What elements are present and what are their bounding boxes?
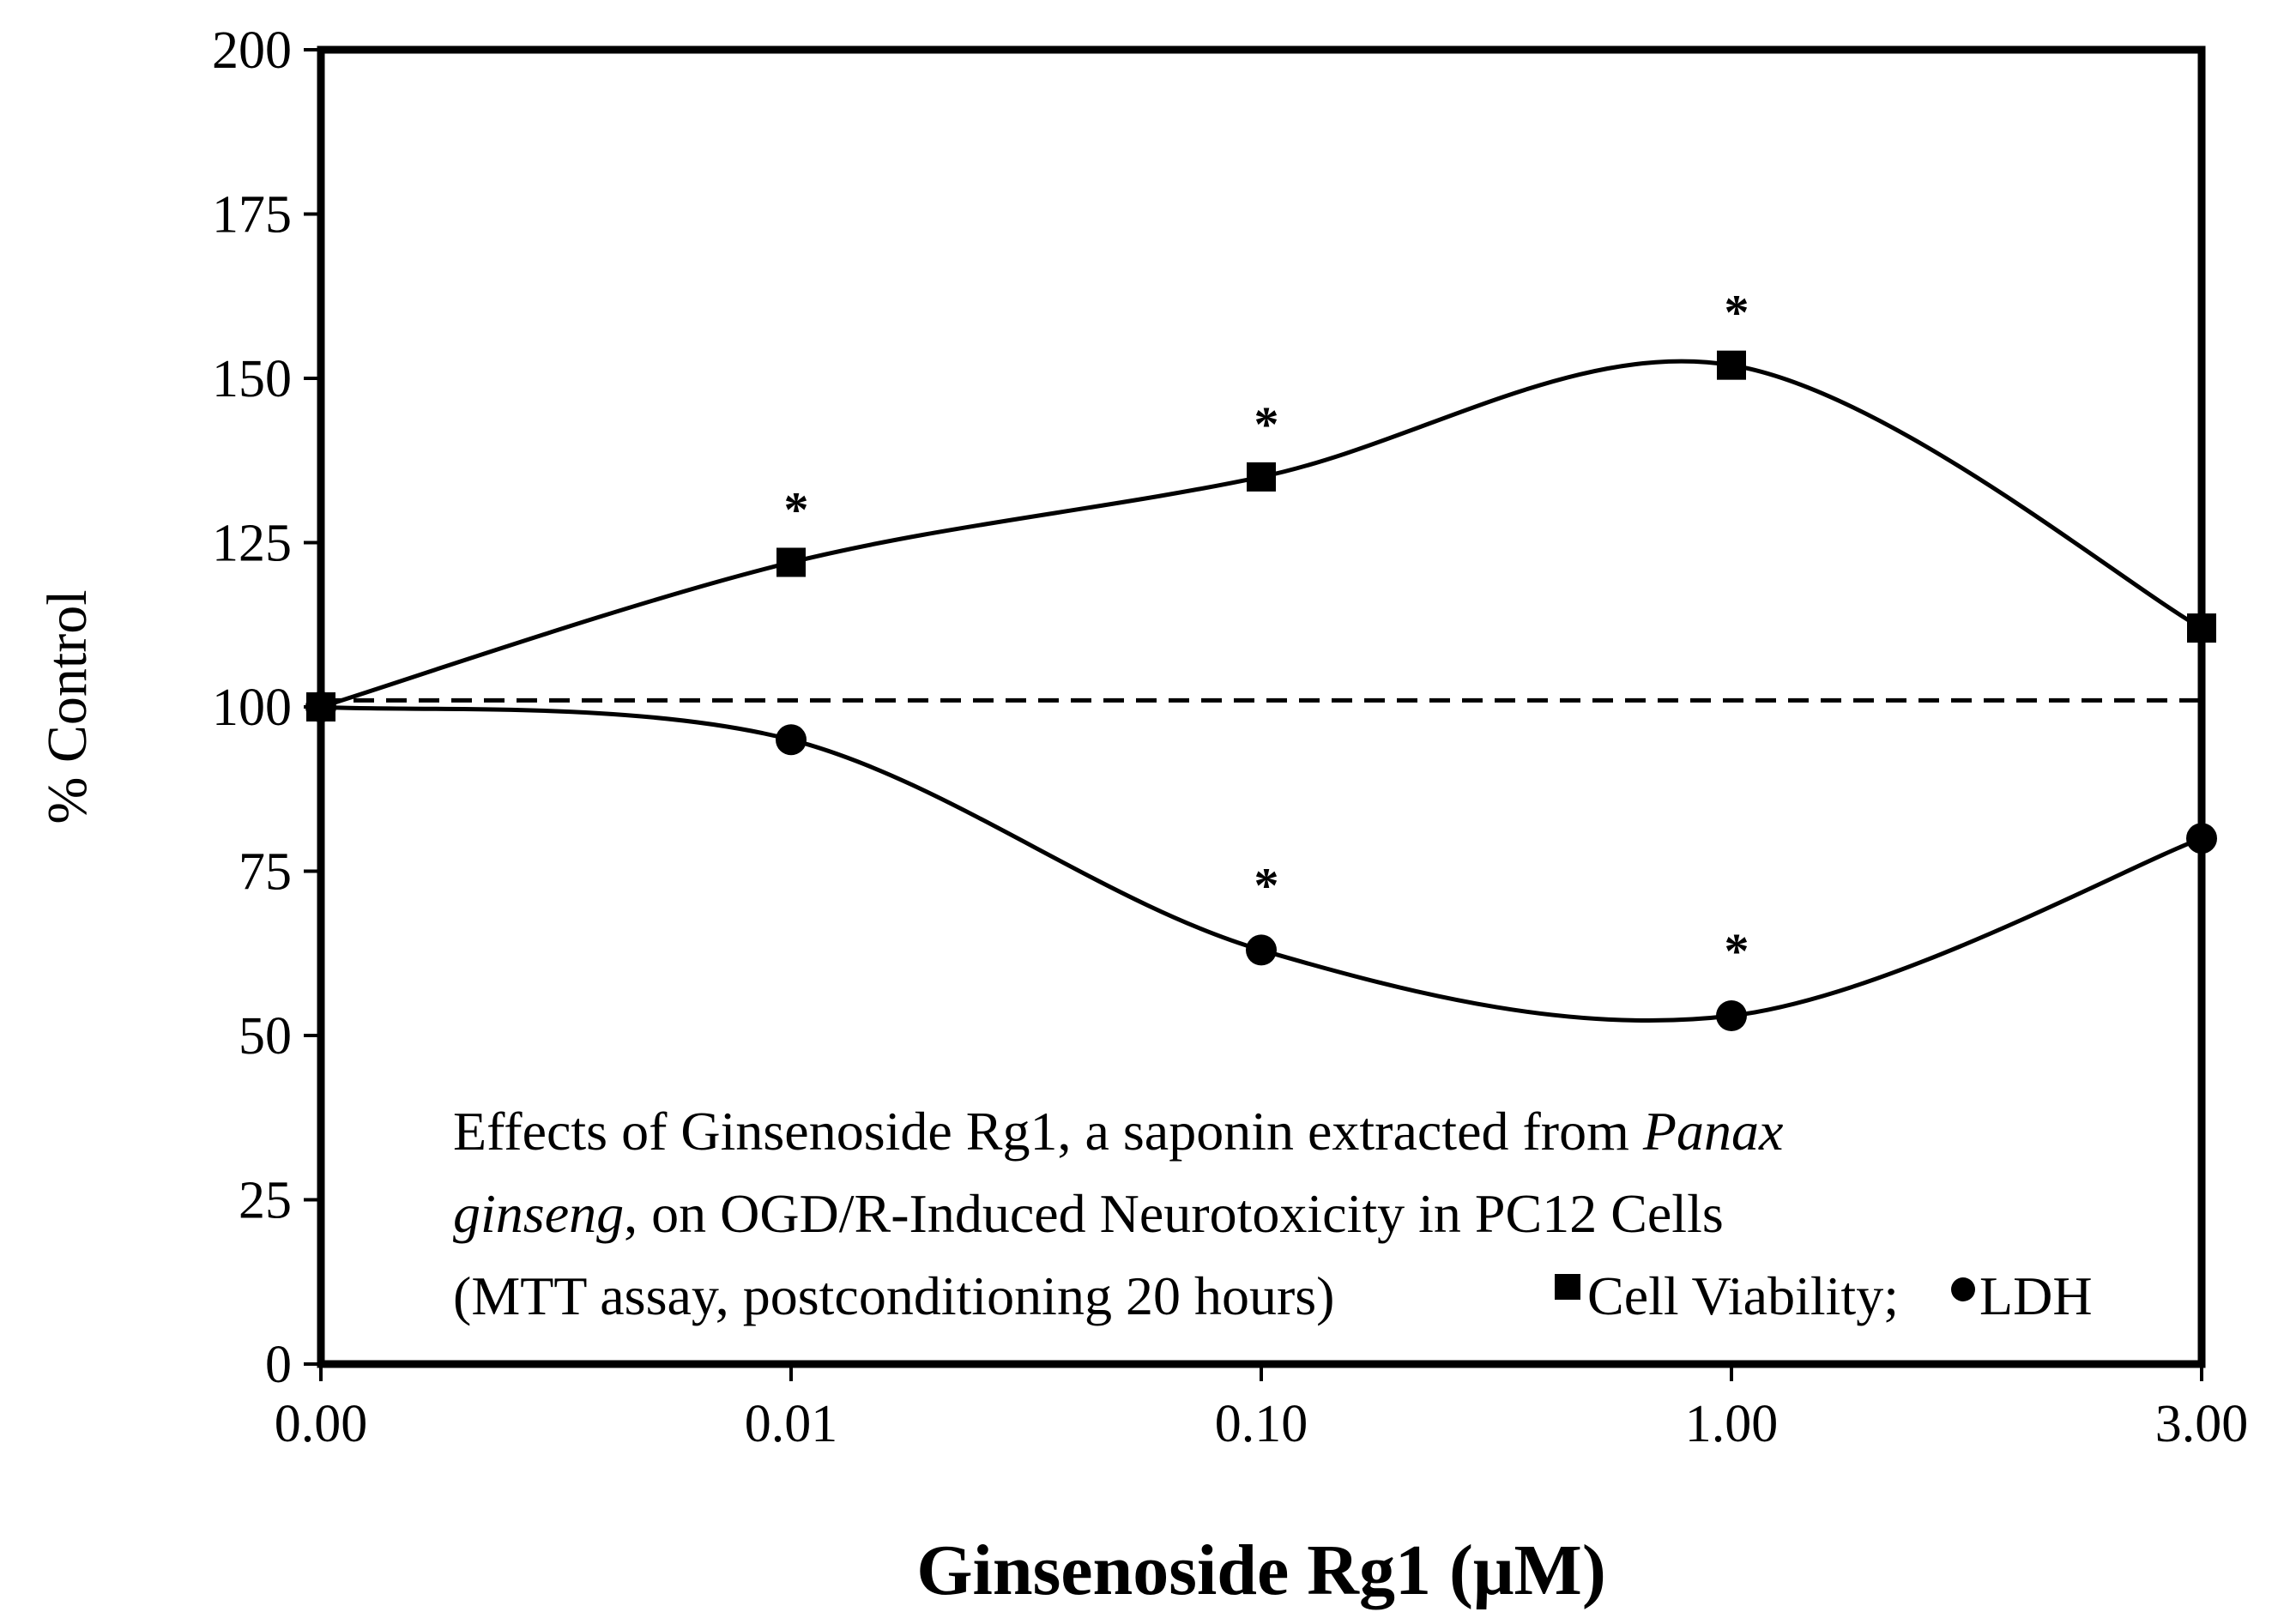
annotation-line-1-italic: Panax: [1642, 1101, 1784, 1162]
significance-marker: *: [1725, 285, 1749, 341]
annotation-line-1-text: Effects of Ginsenoside Rg1, a saponin ex…: [453, 1101, 1643, 1162]
x-axis-title: Ginsenoside Rg1 (μM): [916, 1530, 1606, 1610]
significance-marker: *: [1254, 857, 1279, 913]
y-axis-title: % Control: [36, 589, 99, 824]
legend-circle-icon: [1951, 1277, 1975, 1301]
data-point-ldh: [1716, 1000, 1747, 1032]
annotation-line-2-text: , on OGD/R-Induced Neurotoxicity in PC12…: [624, 1183, 1724, 1244]
data-point-ldh: [776, 724, 807, 756]
y-tick-label: 25: [239, 1172, 292, 1230]
legend-viability-label: Cell Viability;: [1587, 1265, 1899, 1326]
x-tick-label: 3.00: [2155, 1395, 2249, 1453]
significance-marker: *: [1725, 923, 1749, 979]
annotation-line-2: ginseng, on OGD/R-Induced Neurotoxicity …: [453, 1183, 1724, 1244]
y-tick-label: 100: [212, 679, 292, 737]
significance-marker: *: [784, 481, 809, 537]
y-tick-label: 200: [212, 21, 292, 80]
data-point-cell-viability: [1247, 462, 1276, 492]
data-point-ldh: [1246, 934, 1277, 966]
y-tick-label: 175: [212, 186, 292, 245]
annotation-line-2-italic: ginseng: [453, 1183, 624, 1244]
legend-square-icon: [1555, 1274, 1580, 1300]
data-point-cell-viability: [776, 547, 806, 577]
y-tick-label: 0: [265, 1336, 292, 1394]
data-point-cell-viability: [2187, 613, 2216, 643]
significance-marker: *: [1254, 396, 1279, 452]
data-point-cell-viability: [1717, 350, 1746, 380]
y-tick-label: 150: [212, 350, 292, 408]
annotation-line-3: (MTT assay, postconditioning 20 hours): [453, 1265, 1348, 1326]
axes: [304, 45, 2206, 1381]
data-point-ldh: [305, 691, 336, 722]
labels: 0 25 50 75 100 125 150 175 200 0.00 0.01 0.10 1.00 3.…: [36, 21, 2248, 1610]
y-tick-label: 125: [212, 515, 292, 573]
x-tick-label: 0.10: [1215, 1395, 1308, 1453]
legend-ldh-label: LDH: [1979, 1265, 2093, 1326]
x-tick-label: 1.00: [1685, 1395, 1779, 1453]
x-tick-label: 0.01: [745, 1395, 838, 1453]
series: [305, 350, 2217, 1032]
y-tick-label: 50: [239, 1007, 292, 1066]
plot-frame: [317, 45, 2206, 1368]
data-point-ldh: [2186, 823, 2217, 854]
y-tick-label: 75: [239, 843, 292, 902]
annotation-line-3-text: (MTT assay, postconditioning 20 hours): [453, 1265, 1348, 1326]
x-tick-label: 0.00: [275, 1395, 368, 1453]
annotation-line-1: Effects of Ginsenoside Rg1, a saponin ex…: [453, 1101, 1783, 1162]
